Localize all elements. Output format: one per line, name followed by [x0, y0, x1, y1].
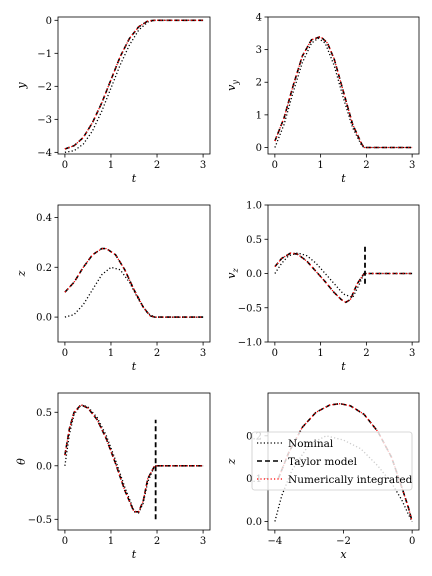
ytick-label: 3 — [256, 45, 262, 56]
xtick-label: 3 — [200, 536, 206, 547]
ytick-label: 0.2 — [36, 263, 52, 274]
ytick-label: 1 — [256, 110, 262, 121]
xtick-label: −2 — [336, 536, 351, 547]
xtick-label: 2 — [363, 348, 369, 359]
axes-frame-theta — [57, 392, 211, 531]
xtick-label: 0 — [409, 536, 415, 547]
panel-vz: 0 1 2 3 1.0 0.5 0.0 −0.5 −1.0 t vz — [225, 201, 420, 373]
xlabel-vz: t — [341, 360, 346, 373]
xtick-label: 2 — [154, 348, 160, 359]
ytick-label: −0.5 — [28, 515, 52, 526]
xtick-label: 1 — [108, 348, 114, 359]
ylabel-z: z — [15, 270, 28, 277]
ytick-label: 0.4 — [36, 213, 52, 224]
series-y-numerically-integrated — [64, 19, 204, 150]
series-theta-taylor-model — [64, 403, 204, 513]
xtick-label: 2 — [363, 160, 369, 171]
ytick-label: 0.5 — [246, 235, 262, 246]
series-y-taylor-model — [64, 19, 204, 150]
xtick-label: −4 — [267, 536, 282, 547]
legend-box — [251, 431, 413, 491]
ytick-label: 0 — [46, 16, 52, 27]
ytick-label: 0.0 — [36, 313, 52, 324]
ytick-label: −1.0 — [238, 338, 262, 349]
ytick-label: 1.0 — [246, 201, 262, 212]
xtick-label: 0 — [62, 536, 68, 547]
legend-label: Numerically integrated — [288, 474, 413, 486]
ylabel-vz: vz — [225, 268, 240, 279]
xtick-label: 2 — [154, 160, 160, 171]
axes-frame-z — [57, 204, 211, 343]
xtick-label: 0 — [62, 160, 68, 171]
ytick-label: 0.0 — [246, 517, 262, 528]
panel-y: 0 1 2 3 0 −1 −2 −3 −4 t y — [15, 16, 211, 185]
ytick-label: −2 — [37, 82, 52, 93]
ylabel-theta: θ — [15, 458, 28, 465]
series-y-nominal — [64, 19, 204, 153]
panel-z: 0 1 2 3 0.0 0.2 0.4 t z — [15, 204, 211, 373]
ytick-label: 2 — [256, 78, 262, 89]
series-theta-numerically-integrated — [64, 404, 204, 513]
series-vz-numerically-integrated — [274, 252, 413, 304]
legend-label: Nominal — [288, 438, 334, 450]
xtick-label: 3 — [409, 348, 415, 359]
axes-frame-vy — [267, 16, 420, 155]
panel-theta: 0 1 2 3 0.5 0.0 −0.5 t θ — [15, 392, 211, 561]
xtick-label: 3 — [200, 160, 206, 171]
ylabel-vy: vy — [225, 80, 240, 91]
ytick-label: 0.0 — [246, 269, 262, 280]
xtick-label: 0 — [272, 160, 278, 171]
xtick-label: 0 — [272, 348, 278, 359]
ytick-label: 0.0 — [36, 461, 52, 472]
series-vy-numerically-integrated — [274, 35, 413, 149]
ytick-label: 0 — [256, 143, 262, 154]
xlabel-theta: t — [132, 548, 137, 561]
xtick-label: 1 — [317, 160, 323, 171]
xlabel-xz: x — [340, 548, 347, 561]
xtick-label: 1 — [108, 536, 114, 547]
series-z-taylor-model — [64, 247, 204, 318]
axes-frame-y — [57, 16, 211, 155]
xlabel-vy: t — [341, 172, 346, 185]
ytick-label: 4 — [256, 13, 262, 24]
ylabel-xz: z — [225, 458, 238, 465]
ytick-label: −3 — [37, 115, 52, 126]
xlabel-z: t — [132, 360, 137, 373]
ytick-label: 0.5 — [36, 408, 52, 419]
ytick-label: −0.5 — [238, 303, 262, 314]
legend: Nominal Taylor model Numerically integrate… — [251, 431, 413, 491]
xtick-label: 1 — [317, 348, 323, 359]
xtick-label: 3 — [409, 160, 415, 171]
series-vz-taylor-model — [274, 252, 413, 304]
xtick-label: 3 — [200, 348, 206, 359]
xtick-label: 1 — [108, 160, 114, 171]
series-vy-nominal — [274, 37, 413, 149]
xlabel-y: t — [132, 172, 137, 185]
panel-vy: 0 1 2 3 0 1 2 3 4 t vy — [225, 13, 420, 185]
series-vy-taylor-model — [274, 35, 413, 149]
legend-label: Taylor model — [288, 456, 358, 468]
ylabel-y: y — [15, 82, 28, 90]
xtick-label: 2 — [154, 536, 160, 547]
ytick-label: −4 — [37, 148, 52, 159]
series-vz-nominal — [274, 252, 413, 299]
series-theta-nominal — [64, 404, 204, 514]
series-z-numerically-integrated — [64, 247, 204, 318]
xtick-label: 0 — [62, 348, 68, 359]
series-z-nominal — [64, 266, 204, 318]
ytick-label: −1 — [37, 49, 52, 60]
